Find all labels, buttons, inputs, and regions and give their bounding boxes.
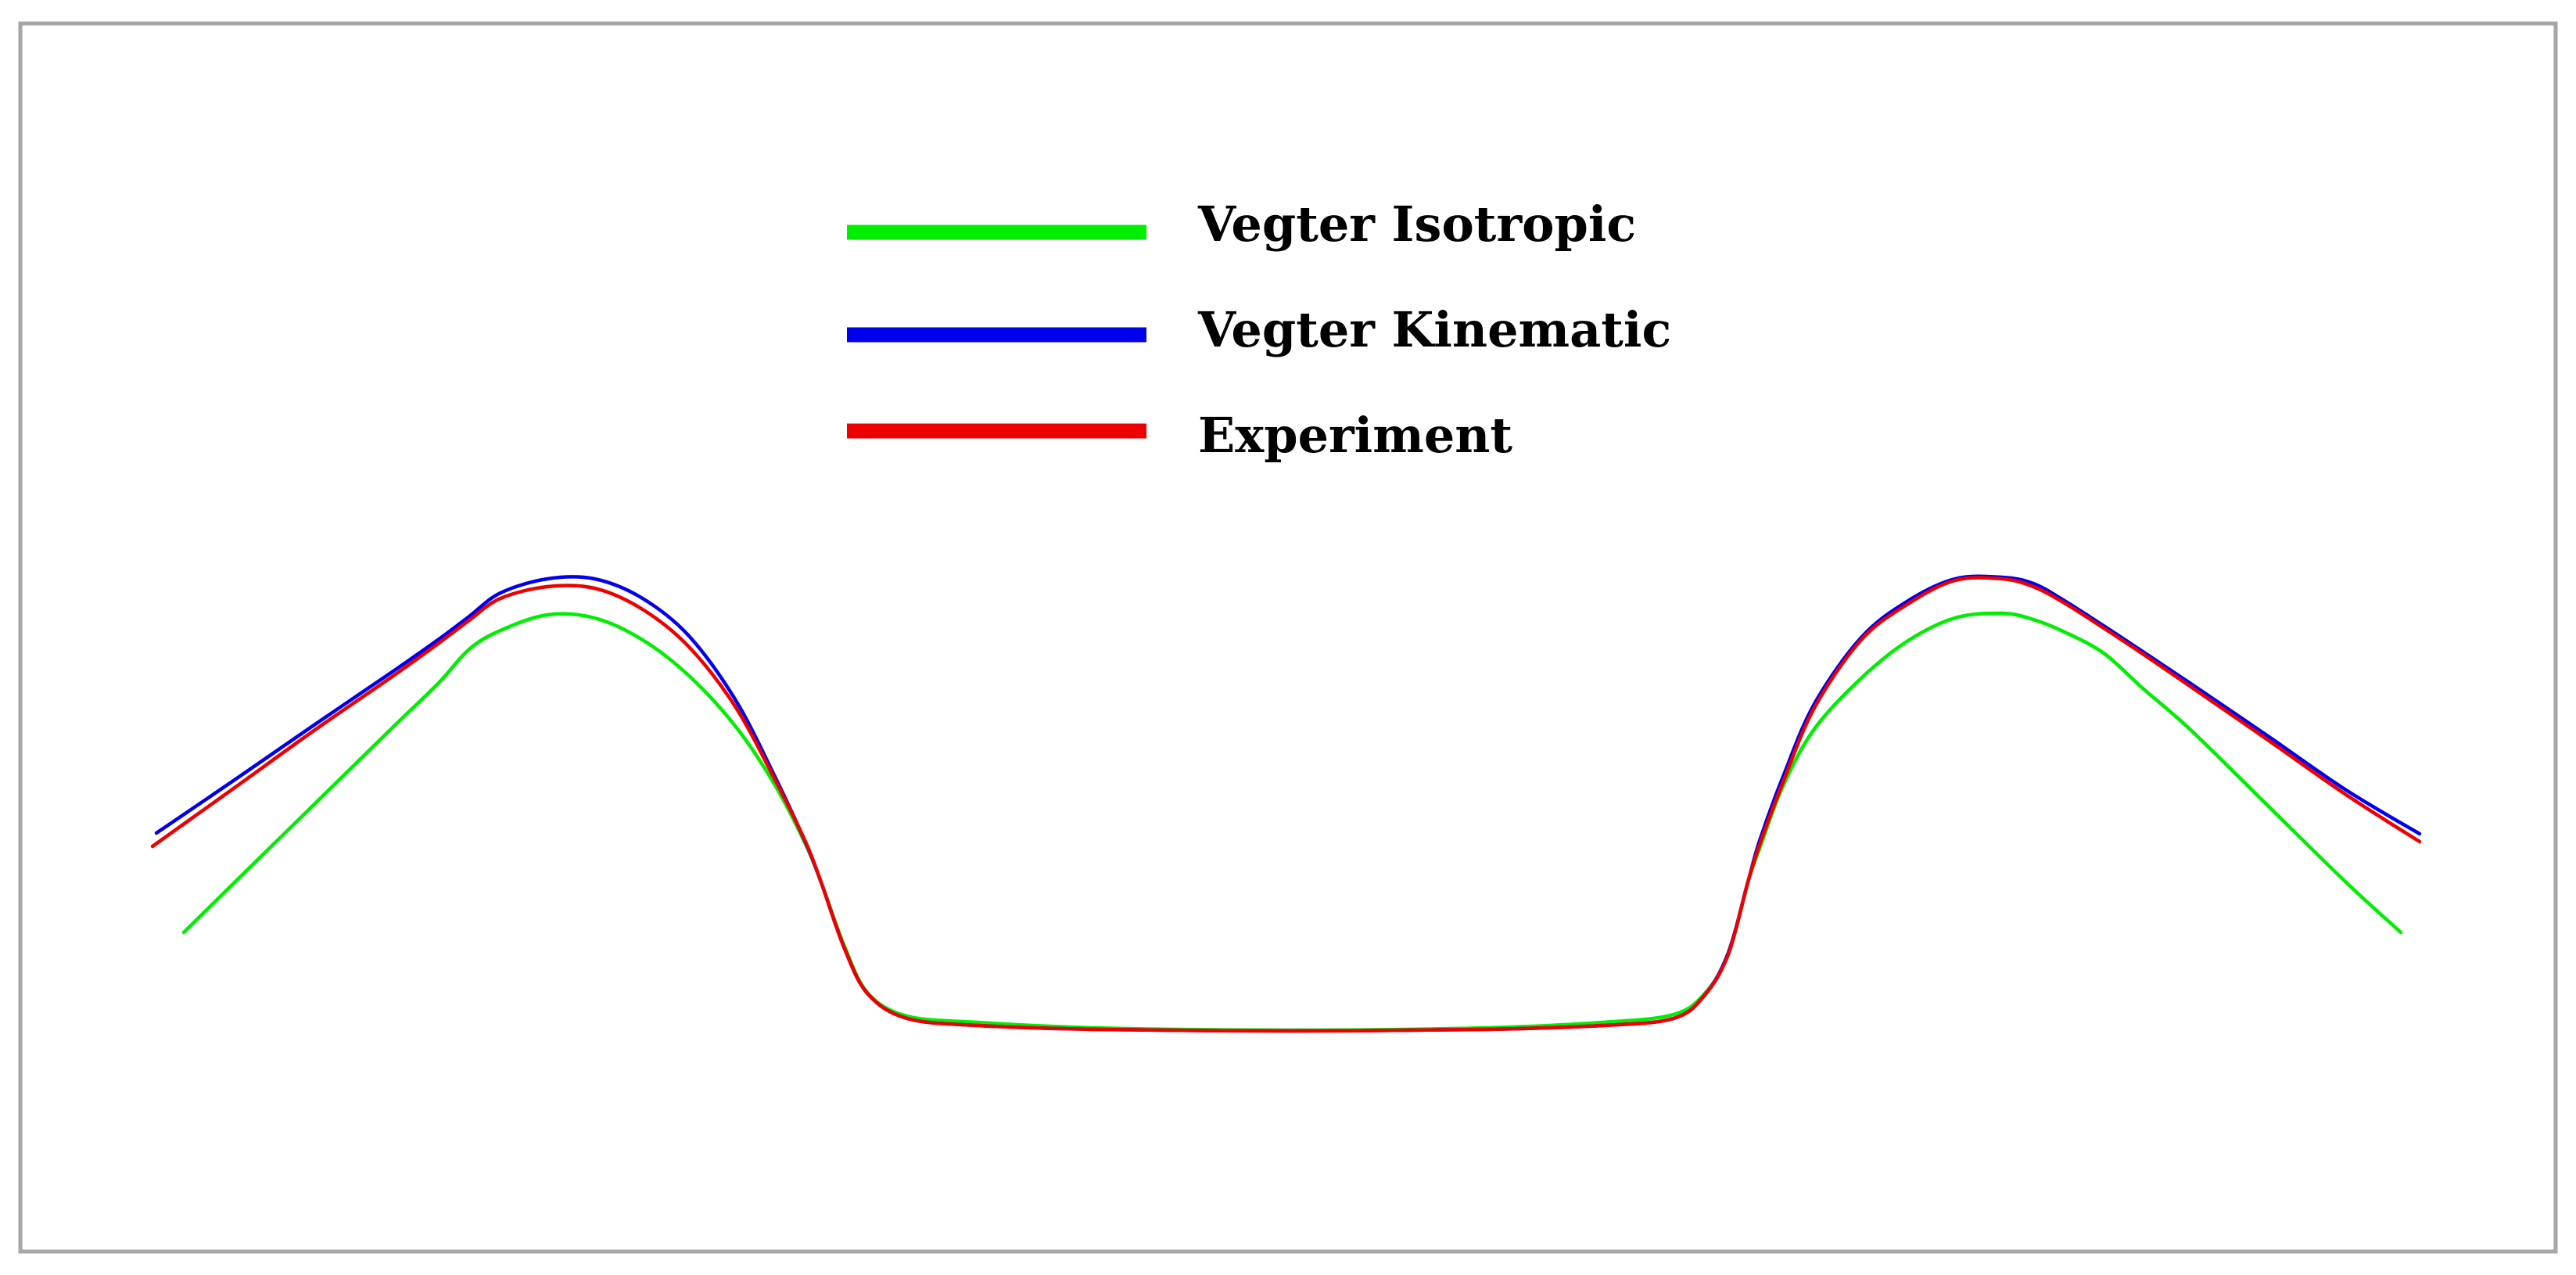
legend: Vegter Isotropic Vegter Kinematic Experi… — [847, 196, 1671, 464]
legend-label-vegter-kinematic: Vegter Kinematic — [1197, 301, 1671, 358]
legend-label-experiment: Experiment — [1198, 407, 1512, 464]
plot-lines — [150, 574, 2422, 1033]
series-line-experiment — [150, 576, 2422, 1033]
legend-label-vegter-isotropic: Vegter Isotropic — [1197, 196, 1636, 253]
